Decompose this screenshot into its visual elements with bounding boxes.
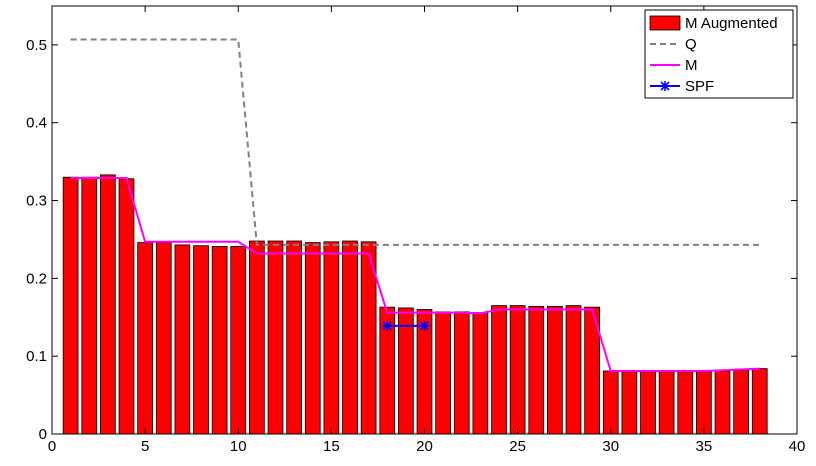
bar-9 bbox=[211, 246, 228, 435]
bar-25 bbox=[509, 305, 526, 435]
bar-32 bbox=[640, 371, 656, 435]
bar-8 bbox=[193, 245, 209, 435]
bar-21 bbox=[435, 311, 451, 435]
y-tick-label: 0.3 bbox=[26, 193, 47, 210]
legend-marker-spf bbox=[660, 81, 670, 91]
bar-28 bbox=[565, 305, 582, 435]
x-tick-label: 0 bbox=[48, 438, 56, 455]
bar-30 bbox=[602, 370, 619, 435]
bar-7 bbox=[174, 244, 191, 435]
bar-13 bbox=[286, 240, 302, 435]
bar-4 bbox=[118, 178, 135, 435]
y-tick-label: 0 bbox=[39, 426, 47, 443]
x-tick-label: 30 bbox=[602, 438, 619, 455]
bar-31 bbox=[621, 371, 638, 435]
y-tick-label: 0.1 bbox=[26, 348, 47, 365]
axes: 0 5 10 15 20 25 30 35 40 0 0.1 0.2 0.3 0.4 0.5 bbox=[26, 5, 806, 455]
y-tick-label: 0.5 bbox=[26, 37, 47, 54]
legend-label-m: M bbox=[685, 57, 698, 74]
bar-24 bbox=[491, 305, 507, 435]
bar-26 bbox=[528, 305, 545, 435]
series-spf-marker bbox=[419, 320, 430, 331]
legend: M Augmented QM SPF bbox=[644, 9, 794, 99]
series-spf-marker bbox=[382, 320, 393, 331]
bar-36 bbox=[714, 370, 731, 435]
x-tick-label: 15 bbox=[323, 438, 340, 455]
bar-6 bbox=[155, 242, 172, 435]
series-m-line bbox=[70, 176, 760, 372]
bar-10 bbox=[230, 246, 247, 435]
legend-swatch-m-augmented bbox=[649, 15, 681, 31]
bar-14 bbox=[304, 242, 321, 435]
y-tick-label: 0.2 bbox=[26, 270, 47, 287]
bar-5 bbox=[137, 242, 153, 435]
bar-35 bbox=[696, 371, 712, 435]
x-tick-label: 25 bbox=[509, 438, 526, 455]
bar-16 bbox=[342, 240, 358, 435]
legend-label-m-augmented: M Augmented bbox=[685, 15, 778, 32]
y-tick-label: 0.4 bbox=[26, 115, 47, 132]
bar-19 bbox=[398, 307, 414, 435]
legend-label-q: Q bbox=[685, 36, 697, 53]
bar-34 bbox=[677, 371, 694, 435]
x-tick-label: 20 bbox=[416, 438, 433, 455]
x-tick-label: 40 bbox=[789, 438, 806, 455]
bar-33 bbox=[658, 371, 675, 435]
series-q-line bbox=[70, 38, 760, 246]
bar-22 bbox=[453, 311, 470, 435]
bar-11 bbox=[249, 240, 265, 435]
bar-37 bbox=[733, 369, 749, 435]
bar-1 bbox=[62, 176, 79, 435]
bar-3 bbox=[100, 174, 116, 435]
bar-12 bbox=[267, 240, 284, 435]
x-tick-label: 10 bbox=[230, 438, 247, 455]
legend-label-spf: SPF bbox=[685, 78, 714, 95]
x-tick-label: 35 bbox=[696, 438, 713, 455]
bar-38 bbox=[751, 368, 768, 435]
bar-27 bbox=[547, 305, 563, 435]
bar-15 bbox=[323, 241, 340, 435]
bar-23 bbox=[472, 312, 489, 435]
x-tick-label: 5 bbox=[141, 438, 149, 455]
bar-2 bbox=[81, 176, 98, 435]
